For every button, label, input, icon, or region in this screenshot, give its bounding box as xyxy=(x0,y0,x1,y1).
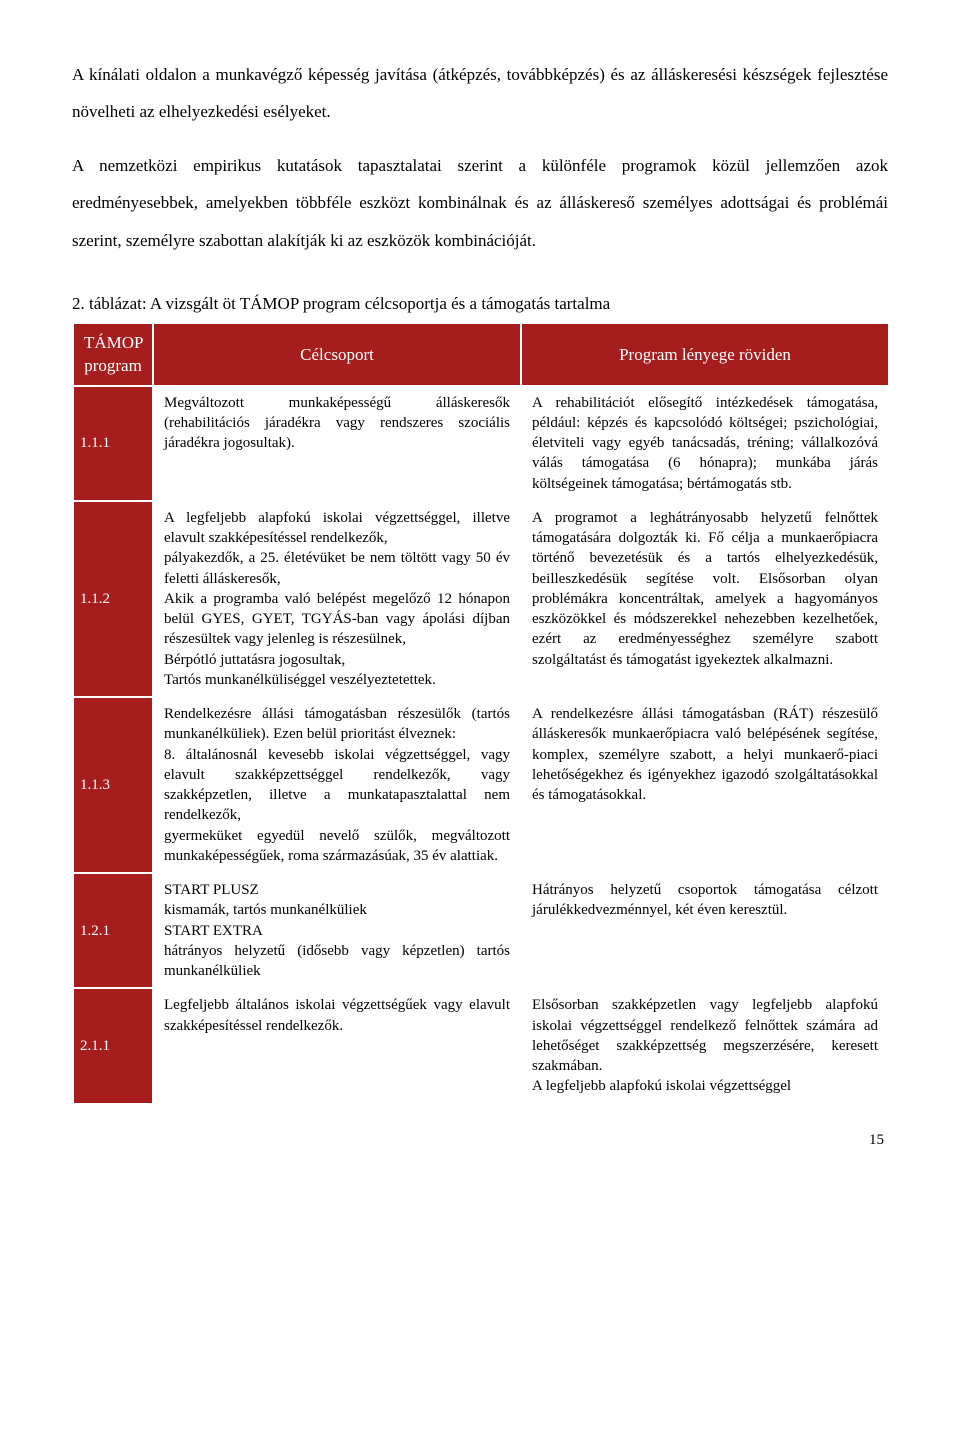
intro-paragraph-2: A nemzetközi empirikus kutatások tapaszt… xyxy=(72,147,888,259)
celcsoport-cell: Rendelkezésre állási támogatásban részes… xyxy=(153,697,521,873)
celcsoport-cell: START PLUSZ kismamák, tartós munkanélkül… xyxy=(153,873,521,988)
col-header-lenyeg: Program lényege röviden xyxy=(521,323,889,385)
table-row: 1.1.2A legfeljebb alapfokú iskolai végze… xyxy=(73,501,889,697)
lenyeg-cell: A programot a leghátrányosabb helyzetű f… xyxy=(521,501,889,697)
table-header-row: TÁMOP program Célcsoport Program lényege… xyxy=(73,323,889,385)
celcsoport-cell: Legfeljebb általános iskolai végzettségű… xyxy=(153,988,521,1103)
program-code-cell: 1.1.2 xyxy=(73,501,153,697)
lenyeg-cell: Elsősorban szakképzetlen vagy legfeljebb… xyxy=(521,988,889,1103)
intro-text: A kínálati oldalon a munkavégző képesség… xyxy=(72,56,888,259)
table-row: 1.2.1START PLUSZ kismamák, tartós munkan… xyxy=(73,873,889,988)
table-row: 1.1.1Megváltozott munkaképességű álláske… xyxy=(73,386,889,501)
lenyeg-cell: A rendelkezésre állási támogatásban (RÁT… xyxy=(521,697,889,873)
intro-paragraph-1: A kínálati oldalon a munkavégző képesség… xyxy=(72,56,888,131)
table-row: 1.1.3Rendelkezésre állási támogatásban r… xyxy=(73,697,889,873)
program-code-cell: 1.2.1 xyxy=(73,873,153,988)
celcsoport-cell: Megváltozott munkaképességű álláskeresők… xyxy=(153,386,521,501)
program-code-cell: 2.1.1 xyxy=(73,988,153,1103)
col-header-celcsoport: Célcsoport xyxy=(153,323,521,385)
col-header-program: TÁMOP program xyxy=(73,323,153,385)
celcsoport-cell: A legfeljebb alapfokú iskolai végzettség… xyxy=(153,501,521,697)
lenyeg-cell: Hátrányos helyzetű csoportok támogatása … xyxy=(521,873,889,988)
lenyeg-cell: A rehabilitációt elősegítő intézkedések … xyxy=(521,386,889,501)
tamop-table: TÁMOP program Célcsoport Program lényege… xyxy=(72,322,890,1104)
table-row: 2.1.1Legfeljebb általános iskolai végzet… xyxy=(73,988,889,1103)
table-caption: 2. táblázat: A vizsgált öt TÁMOP program… xyxy=(72,291,888,317)
program-code-cell: 1.1.3 xyxy=(73,697,153,873)
program-code-cell: 1.1.1 xyxy=(73,386,153,501)
page-number: 15 xyxy=(72,1129,888,1152)
